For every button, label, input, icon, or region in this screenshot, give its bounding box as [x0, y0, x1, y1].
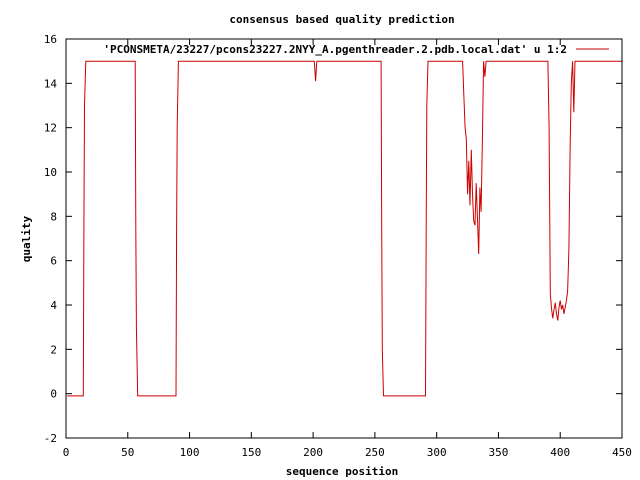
y-tick-label: 10: [44, 166, 57, 179]
x-tick-label: 0: [63, 446, 70, 459]
y-tick-label: -2: [44, 432, 57, 445]
x-tick-label: 400: [550, 446, 570, 459]
x-tick-label: 50: [121, 446, 134, 459]
x-tick-label: 450: [612, 446, 632, 459]
y-tick-label: 6: [50, 255, 57, 268]
x-tick-label: 150: [241, 446, 261, 459]
y-tick-label: 16: [44, 33, 57, 46]
y-tick-label: 0: [50, 388, 57, 401]
y-tick-label: 12: [44, 122, 57, 135]
x-axis-label: sequence position: [286, 465, 399, 478]
y-tick-label: 14: [44, 77, 58, 90]
y-axis-label: quality: [20, 215, 33, 262]
x-tick-label: 200: [303, 446, 323, 459]
series-line: [67, 60, 622, 397]
y-tick-label: 2: [50, 343, 57, 356]
chart-title: consensus based quality prediction: [229, 13, 454, 26]
x-tick-label: 250: [365, 446, 385, 459]
y-tick-label: 4: [50, 299, 57, 312]
plot-border: [65, 38, 623, 439]
x-tick-label: 100: [180, 446, 200, 459]
legend-label: 'PCONSMETA/23227/pcons23227.2NYY_A.pgent…: [103, 43, 567, 56]
x-tick-label: 350: [489, 446, 509, 459]
y-tick-label: 8: [50, 210, 57, 223]
plot-area: 0 50 100 150 200 250 300 350 400 450 -2 0 2 4 6 8 10 12 14…: [44, 33, 632, 459]
x-tick-label: 300: [427, 446, 447, 459]
